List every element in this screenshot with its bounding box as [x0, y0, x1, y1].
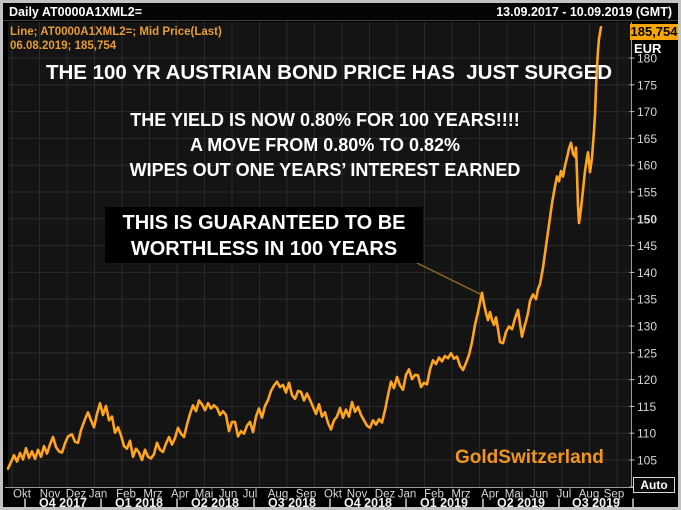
svg-text:Jul: Jul — [243, 489, 258, 501]
last-price-flag: 185,754 — [630, 24, 678, 40]
svg-text:Q4 2018: Q4 2018 — [344, 496, 392, 507]
svg-text:140: 140 — [637, 266, 657, 280]
svg-text:145: 145 — [637, 239, 657, 253]
svg-text:Feb: Feb — [424, 489, 444, 501]
svg-text:Jun: Jun — [530, 489, 549, 501]
svg-text:Mai: Mai — [505, 489, 524, 501]
svg-text:Q4 2017: Q4 2017 — [39, 496, 87, 507]
svg-text:Okt: Okt — [324, 489, 343, 501]
instrument-title: Daily AT0000A1XML2= — [9, 4, 143, 19]
svg-text:175: 175 — [637, 78, 657, 92]
annotation-yield-line1: THE YIELD IS NOW 0.80% FOR 100 YEARS!!!! — [130, 110, 520, 130]
svg-text:Mrz: Mrz — [143, 489, 162, 501]
svg-text:Nov: Nov — [347, 489, 368, 501]
svg-text:160: 160 — [637, 159, 657, 173]
svg-text:150: 150 — [637, 212, 657, 226]
svg-text:Sep: Sep — [604, 489, 624, 501]
svg-text:Q1 2019: Q1 2019 — [420, 496, 468, 507]
svg-text:105: 105 — [637, 454, 657, 468]
legend-series: Line; AT0000A1XML2=; Mid Price(Last) — [10, 26, 222, 38]
svg-text:Q3 2018: Q3 2018 — [268, 496, 316, 507]
svg-text:115: 115 — [637, 400, 656, 414]
svg-text:Q3 2019: Q3 2019 — [572, 496, 620, 507]
svg-text:110: 110 — [637, 427, 656, 441]
svg-text:170: 170 — [637, 105, 657, 119]
svg-text:Apr: Apr — [171, 489, 189, 501]
svg-text:125: 125 — [637, 346, 657, 360]
svg-text:Sep: Sep — [296, 489, 316, 501]
svg-text:135: 135 — [637, 293, 657, 307]
annotation-box-line1: THIS IS GUARANTEED TO BE — [122, 212, 406, 234]
svg-text:Okt: Okt — [13, 489, 32, 501]
annotation-yield-line2: A MOVE FROM 0.80% TO 0.82% — [189, 135, 461, 155]
annotation-box-line2: WORTHLESS IN 100 YEARS — [130, 238, 398, 260]
svg-text:165: 165 — [637, 132, 657, 146]
svg-text:Q2 2019: Q2 2019 — [497, 496, 545, 507]
svg-text:Q1 2018: Q1 2018 — [115, 496, 163, 507]
svg-text:180: 180 — [637, 52, 657, 66]
annotation-yield-block: THE YIELD IS NOW 0.80% FOR 100 YEARS!!!!… — [3, 108, 647, 183]
svg-text:Jan: Jan — [398, 489, 417, 501]
svg-text:Jan: Jan — [89, 489, 108, 501]
svg-text:155: 155 — [637, 186, 657, 200]
legend-last-quote: 06.08.2019; 185,754 — [10, 40, 117, 52]
currency-label: EUR — [634, 41, 662, 56]
svg-text:130: 130 — [637, 320, 657, 334]
svg-text:Jun: Jun — [219, 489, 238, 501]
svg-text:Aug: Aug — [268, 489, 288, 501]
svg-text:Mrz: Mrz — [451, 489, 470, 501]
svg-text:Jul: Jul — [557, 489, 572, 501]
svg-text:Mai: Mai — [195, 489, 214, 501]
svg-text:120: 120 — [637, 373, 657, 387]
annotation-callout-box: THIS IS GUARANTEED TO BE WORTHLESS IN 10… — [105, 207, 423, 263]
annotation-yield-line3: WIPES OUT ONE YEARS’ INTEREST EARNED — [129, 160, 521, 180]
svg-text:Nov: Nov — [40, 489, 61, 501]
date-range: 13.09.2017 - 10.09.2019 (GMT) — [496, 4, 672, 19]
annotation-headline: THE 100 YR AUSTRIAN BOND PRICE HAS JUST … — [45, 61, 613, 84]
svg-text:Apr: Apr — [481, 489, 499, 501]
auto-scale-button[interactable]: Auto — [633, 477, 675, 493]
svg-text:Feb: Feb — [116, 489, 136, 501]
svg-text:Q2 2018: Q2 2018 — [191, 496, 239, 507]
chart-window-body: Daily AT0000A1XML2= 13.09.2017 - 10.09.2… — [3, 3, 678, 507]
watermark-goldswitzerland: GoldSwitzerland — [455, 447, 604, 468]
svg-text:Dez: Dez — [66, 489, 87, 501]
title-bar: Daily AT0000A1XML2= 13.09.2017 - 10.09.2… — [3, 3, 678, 21]
svg-text:Dez: Dez — [375, 489, 396, 501]
svg-text:Aug: Aug — [579, 489, 599, 501]
